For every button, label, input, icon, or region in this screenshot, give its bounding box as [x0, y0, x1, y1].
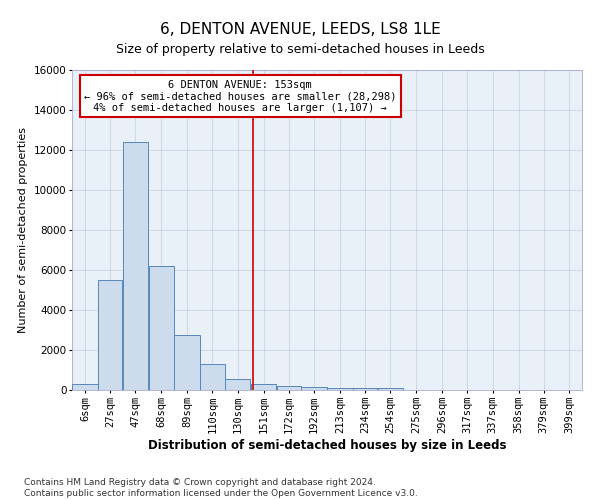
Bar	[72, 384, 98, 390]
X-axis label: Distribution of semi-detached houses by size in Leeds: Distribution of semi-detached houses by …	[148, 438, 506, 452]
Text: Contains HM Land Registry data © Crown copyright and database right 2024.
Contai: Contains HM Land Registry data © Crown c…	[24, 478, 418, 498]
Bar	[175, 335, 200, 390]
Bar	[377, 388, 403, 390]
Text: 6 DENTON AVENUE: 153sqm
← 96% of semi-detached houses are smaller (28,298)
4% of: 6 DENTON AVENUE: 153sqm ← 96% of semi-de…	[84, 80, 397, 113]
Bar	[122, 142, 148, 390]
Bar	[301, 387, 327, 390]
Text: Size of property relative to semi-detached houses in Leeds: Size of property relative to semi-detach…	[116, 42, 484, 56]
Bar	[149, 266, 174, 390]
Bar	[277, 386, 301, 390]
Text: 6, DENTON AVENUE, LEEDS, LS8 1LE: 6, DENTON AVENUE, LEEDS, LS8 1LE	[160, 22, 440, 38]
Bar	[353, 388, 377, 390]
Bar	[98, 280, 122, 390]
Bar	[225, 379, 250, 390]
Y-axis label: Number of semi-detached properties: Number of semi-detached properties	[18, 127, 28, 333]
Bar	[200, 364, 224, 390]
Bar	[327, 388, 353, 390]
Bar	[251, 384, 277, 390]
